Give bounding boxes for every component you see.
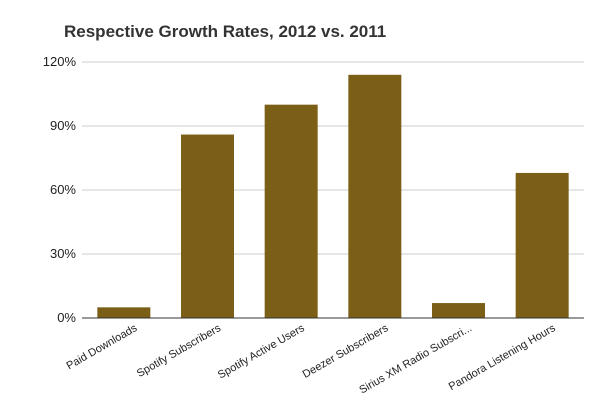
- y-axis-tick-labels: 0% 30% 60% 90% 120%: [43, 54, 77, 325]
- bar: [515, 172, 569, 318]
- bar: [97, 307, 151, 318]
- x-tick-label: Spotify Subscribers: [135, 322, 223, 380]
- bar: [348, 74, 402, 318]
- bar: [181, 134, 234, 318]
- y-gridlines: [82, 61, 584, 255]
- bar-series: [97, 74, 569, 319]
- y-tick-label: 90%: [50, 118, 76, 133]
- x-tick-label: Deezer Subscribers: [301, 322, 391, 381]
- y-tick-label: 0%: [57, 310, 76, 325]
- y-tick-label: 60%: [50, 182, 76, 197]
- bar: [264, 104, 318, 319]
- chart-title: Respective Growth Rates, 2012 vs. 2011: [64, 22, 386, 41]
- bar: [432, 303, 485, 318]
- y-tick-label: 120%: [43, 54, 77, 69]
- x-tick-label: Paid Downloads: [64, 322, 139, 372]
- x-tick-label: Spotify Active Users: [216, 322, 307, 382]
- y-tick-label: 30%: [50, 246, 76, 261]
